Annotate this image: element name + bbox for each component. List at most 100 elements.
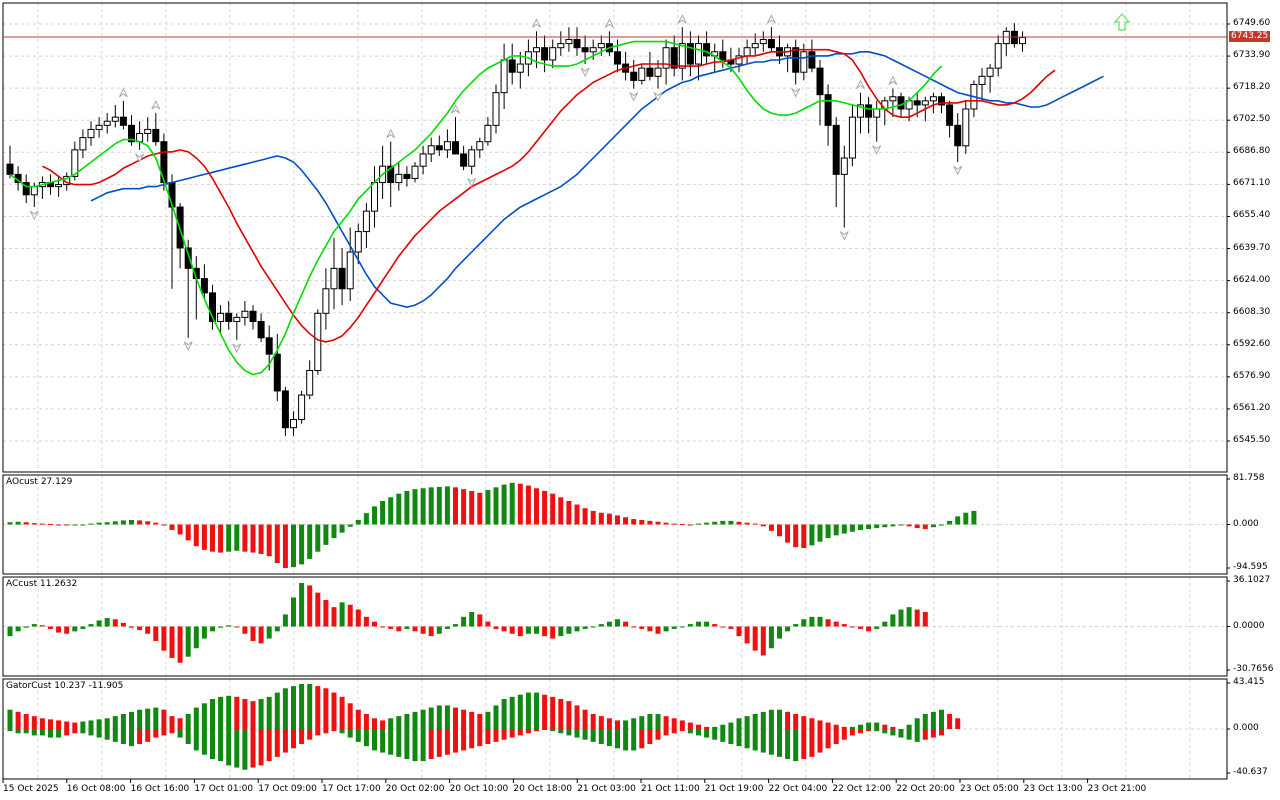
ao-bar (874, 524, 880, 529)
ac-bar (663, 626, 669, 632)
ao-bar (80, 524, 86, 526)
candle-body (79, 137, 87, 151)
candle-body (670, 47, 678, 69)
gator-lower-bar (137, 729, 143, 744)
candle-body (111, 116, 119, 122)
ao-bar (388, 497, 394, 525)
gator-lower-bar (566, 729, 572, 736)
gator-upper-bar (858, 724, 863, 729)
gator-upper-bar (355, 709, 361, 729)
gator-lower-bar (606, 729, 612, 747)
candle-body (403, 173, 411, 179)
gator-lower-bar (647, 729, 653, 744)
gator-upper-bar (48, 719, 53, 729)
gator-upper-bar (785, 711, 791, 729)
candle-body (249, 310, 257, 322)
ac-bar (201, 626, 207, 639)
ac-bar (841, 624, 847, 627)
indicator-y-tick-label: 43.415 (1233, 677, 1265, 687)
ao-bar (23, 522, 29, 525)
ao-bar (31, 523, 37, 525)
candle-body (654, 67, 662, 77)
ao-bar (882, 524, 888, 528)
ao-bar (752, 523, 758, 525)
candle-body (298, 394, 306, 421)
candle-body (362, 210, 370, 233)
ao-bar (655, 521, 661, 525)
candle-body (128, 124, 135, 143)
gator-lower-bar (23, 729, 29, 734)
gator-upper-bar (882, 724, 888, 729)
gator-upper-bar (469, 711, 475, 729)
ac-bar (363, 616, 369, 627)
gator-upper-bar (558, 699, 564, 729)
ao-bar (841, 524, 847, 534)
candle-body (6, 163, 14, 175)
ao-bar (299, 524, 305, 565)
ao-bar (485, 490, 491, 525)
ac-bar (882, 621, 888, 627)
candle-body (614, 51, 621, 65)
gator-upper-bar (639, 716, 645, 729)
ao-bar (663, 522, 669, 525)
ao-bar (623, 517, 629, 525)
candle-body (516, 63, 524, 73)
gator-upper-bar (339, 696, 345, 729)
ao-bar (696, 523, 701, 525)
candle-body (95, 124, 103, 130)
gator-upper-bar (436, 705, 442, 729)
ao-bar (817, 524, 823, 542)
x-tick-label: 23 Oct 13:00 (1023, 784, 1083, 794)
gator-upper-bar (23, 714, 29, 729)
ac-bar (258, 626, 264, 644)
gator-lower-bar (671, 729, 677, 734)
indicator-y-tick-label: 0.000 (1233, 518, 1259, 529)
candle-body (55, 184, 63, 188)
ac-bar (218, 626, 224, 628)
ac-bar (355, 609, 361, 627)
ac-bar (315, 592, 321, 627)
gator-lower-bar (355, 729, 361, 742)
gator-lower-bar (493, 729, 499, 742)
ao-bar (201, 524, 207, 550)
ao-bar (218, 524, 224, 553)
x-tick-label: 17 Oct 17:00 (322, 784, 381, 794)
ac-bar (469, 612, 475, 627)
ao-bar (866, 524, 872, 530)
gator-lower-bar (534, 729, 539, 732)
ao-bar (947, 520, 953, 525)
ac-bar (396, 626, 402, 632)
y-tick-label: 6702.50 (1233, 114, 1271, 125)
gator-lower-bar (461, 729, 467, 751)
gator-upper-bar (363, 714, 369, 729)
fractal-down-marker (629, 92, 639, 102)
gator-lower-bar (201, 729, 207, 755)
candle-body (200, 278, 208, 294)
gator-upper-bar (833, 724, 839, 729)
gator-upper-bar (453, 707, 458, 729)
gator-upper-bar (534, 692, 539, 729)
gator-lower-bar (623, 729, 629, 751)
gator-upper-bar (323, 688, 329, 729)
ac-bar (712, 624, 718, 627)
candle-body (597, 43, 605, 49)
gator-lower-bar (736, 729, 742, 747)
gator-lower-bar (615, 729, 620, 749)
gator-lower-bar (574, 729, 580, 738)
gator-upper-bar (145, 708, 151, 729)
ao-bar (7, 522, 13, 525)
gator-upper-bar (444, 705, 450, 729)
ao-bar (639, 519, 645, 525)
ac-bar (606, 621, 612, 627)
gator-lower-bar (752, 729, 758, 751)
ac-bar (307, 585, 313, 627)
gator-upper-bar (947, 714, 953, 729)
gator-lower-bar (801, 729, 807, 759)
ao-bar (104, 522, 110, 525)
gator-lower-bar (404, 729, 410, 759)
candle-body (873, 108, 881, 118)
y-tick-label: 6733.90 (1233, 50, 1271, 61)
gator-lower-bar (347, 729, 353, 738)
gator-upper-bar (509, 696, 515, 729)
